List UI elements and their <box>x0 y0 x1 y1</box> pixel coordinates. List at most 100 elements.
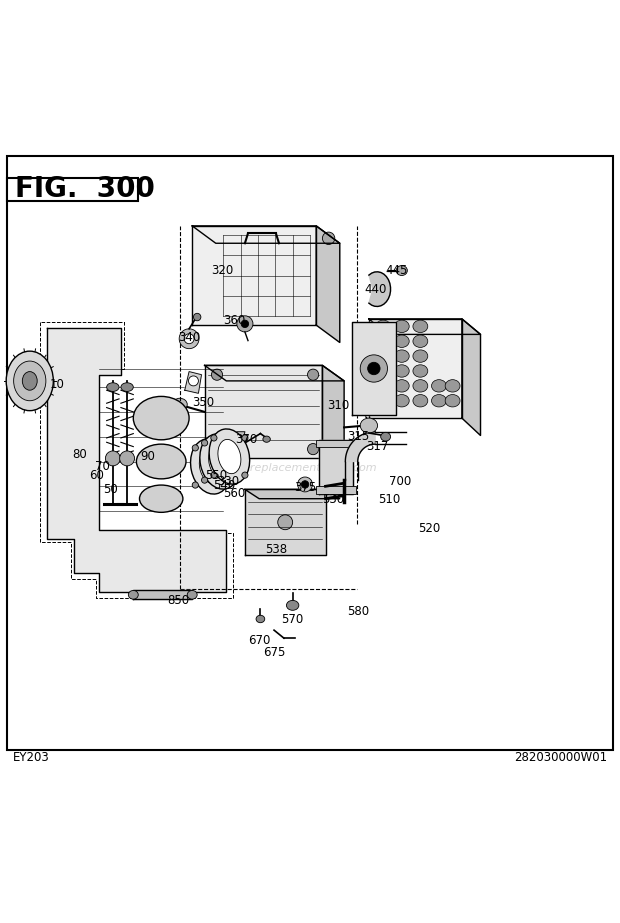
Polygon shape <box>345 432 375 462</box>
Polygon shape <box>133 591 192 599</box>
Text: 440: 440 <box>364 282 386 295</box>
Ellipse shape <box>432 379 446 392</box>
Polygon shape <box>369 319 462 418</box>
Ellipse shape <box>232 439 239 446</box>
Polygon shape <box>245 489 340 498</box>
Ellipse shape <box>368 421 376 430</box>
Ellipse shape <box>322 232 335 245</box>
Ellipse shape <box>394 350 409 363</box>
Text: 530: 530 <box>322 494 345 507</box>
Text: 570: 570 <box>281 613 304 626</box>
Ellipse shape <box>209 429 250 485</box>
Ellipse shape <box>22 372 37 390</box>
Ellipse shape <box>241 320 249 328</box>
Ellipse shape <box>107 383 119 391</box>
Ellipse shape <box>308 444 319 455</box>
Ellipse shape <box>413 320 428 332</box>
Ellipse shape <box>413 379 428 392</box>
Ellipse shape <box>376 394 391 407</box>
Ellipse shape <box>263 436 270 442</box>
Polygon shape <box>205 366 322 459</box>
Ellipse shape <box>298 477 312 492</box>
Ellipse shape <box>223 445 229 451</box>
Ellipse shape <box>394 394 409 407</box>
Ellipse shape <box>360 418 378 433</box>
Text: 70: 70 <box>95 460 110 473</box>
Text: 370: 370 <box>236 433 258 447</box>
Ellipse shape <box>376 350 391 363</box>
Bar <box>316 439 356 448</box>
Ellipse shape <box>192 482 198 488</box>
Text: 340: 340 <box>178 331 200 344</box>
Text: 580: 580 <box>347 605 370 618</box>
Text: 350: 350 <box>192 396 215 409</box>
Text: 670: 670 <box>248 633 270 646</box>
Ellipse shape <box>242 472 248 478</box>
Text: 330: 330 <box>217 474 239 488</box>
Ellipse shape <box>136 444 186 479</box>
Text: 320: 320 <box>211 264 233 277</box>
Polygon shape <box>234 432 245 439</box>
Polygon shape <box>316 226 340 342</box>
Ellipse shape <box>184 334 194 343</box>
Ellipse shape <box>179 329 199 349</box>
Polygon shape <box>319 439 353 494</box>
Ellipse shape <box>308 369 319 380</box>
Ellipse shape <box>376 379 391 392</box>
Ellipse shape <box>376 335 391 347</box>
Ellipse shape <box>394 320 409 332</box>
Ellipse shape <box>237 316 253 332</box>
Text: 850: 850 <box>167 594 190 607</box>
Ellipse shape <box>199 450 223 484</box>
Ellipse shape <box>211 369 223 380</box>
Bar <box>7 177 138 201</box>
Text: 445: 445 <box>386 264 408 277</box>
Text: 360: 360 <box>223 314 246 327</box>
Ellipse shape <box>188 376 198 386</box>
Text: 310: 310 <box>327 400 349 413</box>
Text: EY203: EY203 <box>12 751 49 764</box>
Polygon shape <box>46 329 226 592</box>
Ellipse shape <box>211 435 217 441</box>
Ellipse shape <box>200 434 241 489</box>
Text: 282030000W01: 282030000W01 <box>515 751 608 764</box>
Ellipse shape <box>301 481 309 488</box>
Ellipse shape <box>232 477 239 484</box>
Ellipse shape <box>223 482 229 488</box>
Text: 560: 560 <box>223 487 246 500</box>
Ellipse shape <box>286 600 299 610</box>
Ellipse shape <box>278 515 293 530</box>
Ellipse shape <box>140 485 183 512</box>
Text: 317: 317 <box>366 439 388 452</box>
Ellipse shape <box>394 379 409 392</box>
Ellipse shape <box>376 320 391 332</box>
Polygon shape <box>245 489 326 555</box>
Text: 510: 510 <box>378 494 401 507</box>
Ellipse shape <box>202 477 208 484</box>
Ellipse shape <box>413 365 428 378</box>
Text: 375: 375 <box>294 481 316 494</box>
Polygon shape <box>462 319 480 436</box>
Ellipse shape <box>368 363 380 375</box>
Text: 80: 80 <box>72 448 87 461</box>
Polygon shape <box>369 271 391 306</box>
Ellipse shape <box>445 394 460 407</box>
Polygon shape <box>369 319 480 334</box>
Text: 60: 60 <box>89 469 104 482</box>
Ellipse shape <box>396 266 407 275</box>
Polygon shape <box>205 366 344 381</box>
Polygon shape <box>352 322 396 415</box>
Ellipse shape <box>394 335 409 347</box>
Ellipse shape <box>242 435 248 441</box>
Ellipse shape <box>6 351 53 411</box>
Ellipse shape <box>413 394 428 407</box>
Ellipse shape <box>190 438 231 494</box>
Ellipse shape <box>432 394 446 407</box>
Ellipse shape <box>202 439 208 446</box>
Text: ereplacementparts.com: ereplacementparts.com <box>243 462 377 473</box>
Ellipse shape <box>218 439 241 473</box>
Ellipse shape <box>413 335 428 347</box>
Ellipse shape <box>105 451 120 466</box>
Ellipse shape <box>445 379 460 392</box>
Polygon shape <box>185 372 202 393</box>
